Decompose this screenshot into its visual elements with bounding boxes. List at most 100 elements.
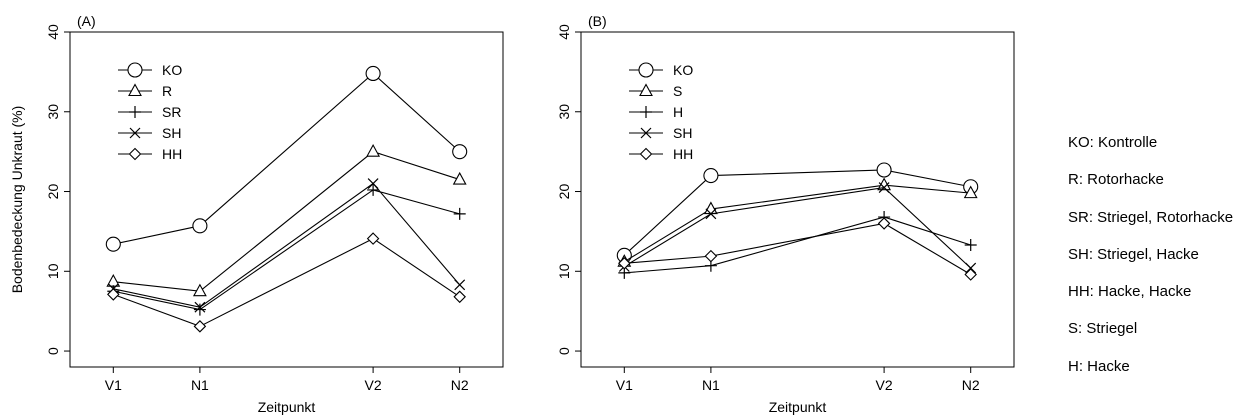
legend-item-hh: HH [118,146,182,162]
legend-marker [639,83,653,97]
plot-frame [580,31,1015,368]
series-line [113,189,460,311]
y-tick-label: 0 [556,347,572,355]
legend-label: R [162,83,172,99]
series-line [624,186,972,269]
y-tick-label: 40 [556,24,572,40]
data-point [705,208,717,220]
y-tick-label: 20 [45,184,61,200]
series-r [106,143,467,297]
data-point [964,238,977,251]
data-point [703,168,719,184]
x-tick-label: V2 [365,377,382,393]
y-axis-label: Bodenbedeckung Unkraut (%) [9,106,25,294]
series-hh [107,232,466,333]
data-point [367,178,379,189]
series-ko [616,162,979,263]
x-tick-label: N2 [962,377,980,393]
series-hh [618,217,977,281]
data-point [965,262,977,274]
data-point [192,283,207,297]
data-point [366,143,381,157]
panel-label: (B) [588,13,607,29]
y-tick-label: 10 [45,263,61,279]
y-tick-label: 30 [45,104,61,120]
x-axis-label: Zeitpunkt [769,399,827,415]
y-tick-label: 10 [556,263,572,279]
legend-item-hh: HH [629,146,693,162]
data-point [964,268,977,281]
data-point [365,65,381,82]
x-axis-label: Zeitpunkt [258,399,316,415]
series-sr [107,183,466,316]
legend-marker [129,106,141,118]
legend-label: KO [673,62,693,78]
data-point [194,301,206,313]
series-sh [107,178,466,313]
legend-item-sr: SR [118,104,181,120]
legend-item-h: H [629,104,683,120]
x-tick-label: V1 [616,377,633,393]
data-point [367,183,380,196]
chart-panel-a: (A) 0 10 20 30 40 V1 N1 V2 N2 Zeitpunkt Bodenbedeck… [9,13,504,415]
series-ko [105,65,468,252]
legend-marker [640,127,652,139]
series-line [113,151,460,292]
abbr-r: R: Rotorhacke [1068,171,1164,189]
series-line [624,222,971,275]
legend-marker [128,83,142,97]
legend-item-sh: SH [629,125,692,141]
legend-marker [640,106,652,118]
y-tick-label: 40 [45,24,61,40]
data-point [876,162,892,178]
series-line [113,72,461,245]
legend-label: SR [162,104,181,120]
legend-item-s: S [629,83,682,99]
legend-item-sh: SH [118,125,181,141]
y-tick-label: 30 [556,104,572,120]
legend-marker [129,127,141,139]
legend-marker [128,147,142,161]
y-tick-label: 0 [45,347,61,355]
legend-label: HH [673,146,693,162]
x-tick-label: V2 [876,377,893,393]
data-point [963,185,978,199]
data-point [192,218,208,234]
data-point [704,249,718,263]
data-point [193,303,206,316]
abbr-hh: HH: Hacke, Hacke [1068,283,1192,301]
data-point [193,320,207,333]
data-point [453,290,466,304]
abbr-s: S: Striegel [1068,320,1138,338]
data-point [877,217,891,230]
plot-frame [69,31,504,368]
x-tick-label: N2 [451,377,469,393]
abbr-h: H: Hacke [1068,357,1130,375]
data-point [453,207,466,220]
data-point [105,236,121,252]
x-tick-label: N1 [702,377,720,393]
abbreviation-legend: KO: Kontrolle R: Rotorhacke SR: Striegel… [1068,134,1253,395]
legend-label: S [673,83,682,99]
legend-item-r: R [118,83,172,99]
series-line [113,237,461,327]
data-point [878,182,890,193]
legend-item-ko: KO [118,62,182,78]
data-point [454,279,466,291]
series-line [623,169,971,256]
legend-label: SH [162,125,181,141]
legend-label: SH [673,125,692,141]
x-tick-label: V1 [105,377,122,393]
series-line [624,184,971,263]
series-h [618,211,977,279]
chart-legend: KO R SR SH HH [118,62,182,162]
series-line [113,182,461,308]
legend-label: H [673,104,683,120]
x-tick-label: N1 [191,377,209,393]
legend-marker [638,62,654,78]
abbr-ko: KO: Kontrolle [1068,134,1158,151]
y-tick-label: 20 [556,184,572,200]
legend-label: HH [162,146,182,162]
